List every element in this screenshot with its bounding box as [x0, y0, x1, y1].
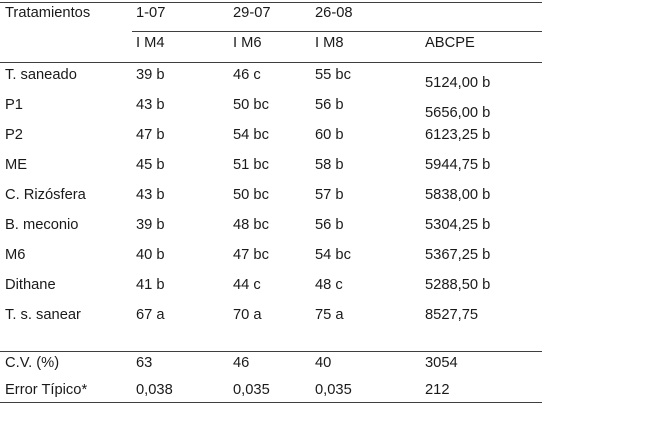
cell-im6: 46 c — [233, 67, 261, 83]
cell-im8: 56 b — [315, 96, 344, 113]
cell-im6: 47 bc — [233, 246, 269, 263]
col-header-treatments: Tratamientos — [0, 2, 132, 32]
row-label: C. Rizósfera — [5, 186, 86, 203]
col-header-abcpe: ABCPE — [421, 31, 542, 63]
cell-abcpe: 212 — [421, 378, 542, 403]
row-label: B. meconio — [5, 216, 79, 233]
table-row: ME 45 b 51 bc 58 b 5944,75 b — [0, 153, 542, 183]
row-label: Dithane — [5, 276, 56, 293]
cell-im6: 44 c — [233, 276, 261, 293]
cell-im4: 63 — [132, 351, 229, 379]
table-row: P1 43 b 50 bc 56 b 5656,00 b — [0, 93, 542, 123]
cell-im6: 48 bc — [233, 216, 269, 233]
cell-im8: 40 — [311, 351, 421, 379]
cell-abcpe: 5367,25 b — [425, 246, 491, 263]
cell-im8: 48 c — [315, 276, 343, 293]
cell-abcpe: 5656,00 b — [425, 104, 491, 121]
cell-im8: 75 a — [315, 306, 344, 323]
col-header-im6: I M6 — [229, 31, 311, 63]
cell-im8: 57 b — [315, 186, 344, 203]
col-header-im4: I M4 — [132, 31, 229, 63]
col-header-im8: I M8 — [311, 31, 421, 63]
table-row: T. saneado 39 b 46 c 55 bc 5124,00 b — [0, 63, 542, 93]
cell-im4: 39 b — [136, 67, 165, 83]
cell-abcpe: 3054 — [421, 351, 542, 379]
col-header-date-3: 26-08 — [311, 2, 421, 32]
cell-im8: 55 bc — [315, 67, 351, 83]
cell-im4: 43 b — [136, 96, 165, 113]
table-row: P2 47 b 54 bc 60 b 6123,25 b — [0, 123, 542, 153]
cell-im6: 51 bc — [233, 156, 269, 173]
cell-im8: 58 b — [315, 156, 344, 173]
cell-im6: 46 — [229, 351, 311, 379]
cell-im6: 0,035 — [229, 378, 311, 403]
table-row: C. Rizósfera 43 b 50 bc 57 b 5838,00 b — [0, 183, 542, 213]
table-row: M6 40 b 47 bc 54 bc 5367,25 b — [0, 243, 542, 273]
row-label: P2 — [5, 126, 23, 143]
cell-im6: 54 bc — [233, 126, 269, 143]
stats-row-cv: C.V. (%) 63 46 40 3054 — [0, 351, 542, 379]
table-row: T. s. sanear 67 a 70 a 75 a 8527,75 — [0, 303, 542, 333]
cell-im8: 56 b — [315, 216, 344, 233]
row-label: T. s. sanear — [5, 306, 81, 323]
cell-im4: 41 b — [136, 276, 165, 293]
results-table: Tratamientos 1-07 29-07 26-08 I M4 I M6 … — [0, 2, 542, 403]
row-label: P1 — [5, 96, 23, 113]
subheader-empty — [0, 31, 132, 63]
stats-row-error: Error Típico* 0,038 0,035 0,035 212 — [0, 378, 542, 403]
cell-abcpe: 5944,75 b — [425, 156, 491, 173]
row-label: Error Típico* — [0, 378, 132, 403]
cell-im4: 40 b — [136, 246, 165, 263]
col-header-date-2: 29-07 — [229, 2, 311, 32]
table-row: B. meconio 39 b 48 bc 56 b 5304,25 b — [0, 213, 542, 243]
cell-im8: 0,035 — [311, 378, 421, 403]
cell-im4: 47 b — [136, 126, 165, 143]
spacer-cell — [0, 333, 542, 352]
row-label: ME — [5, 156, 28, 173]
cell-im4: 0,038 — [132, 378, 229, 403]
row-label: C.V. (%) — [0, 351, 132, 379]
cell-abcpe: 5304,25 b — [425, 216, 491, 233]
row-label: T. saneado — [5, 67, 77, 83]
cell-im8: 60 b — [315, 126, 344, 143]
cell-im4: 45 b — [136, 156, 165, 173]
cell-im8: 54 bc — [315, 246, 351, 263]
cell-im6: 70 a — [233, 306, 262, 323]
cell-abcpe: 5124,00 b — [425, 75, 491, 91]
row-label: M6 — [5, 246, 26, 263]
cell-im6: 50 bc — [233, 96, 269, 113]
cell-abcpe: 5288,50 b — [425, 276, 491, 293]
header-row-dates: Tratamientos 1-07 29-07 26-08 — [0, 2, 542, 32]
cell-im4: 43 b — [136, 186, 165, 203]
col-header-date-1: 1-07 — [132, 2, 229, 32]
table-row: Dithane 41 b 44 c 48 c 5288,50 b — [0, 273, 542, 303]
col-header-empty — [421, 2, 542, 32]
cell-im4: 39 b — [136, 216, 165, 233]
cell-abcpe: 5838,00 b — [425, 186, 491, 203]
header-row-measures: I M4 I M6 I M8 ABCPE — [0, 31, 542, 63]
cell-abcpe: 6123,25 b — [425, 126, 491, 143]
cell-im4: 67 a — [136, 306, 165, 323]
cell-abcpe: 8527,75 — [425, 306, 479, 323]
cell-im6: 50 bc — [233, 186, 269, 203]
spacer-row — [0, 333, 542, 352]
